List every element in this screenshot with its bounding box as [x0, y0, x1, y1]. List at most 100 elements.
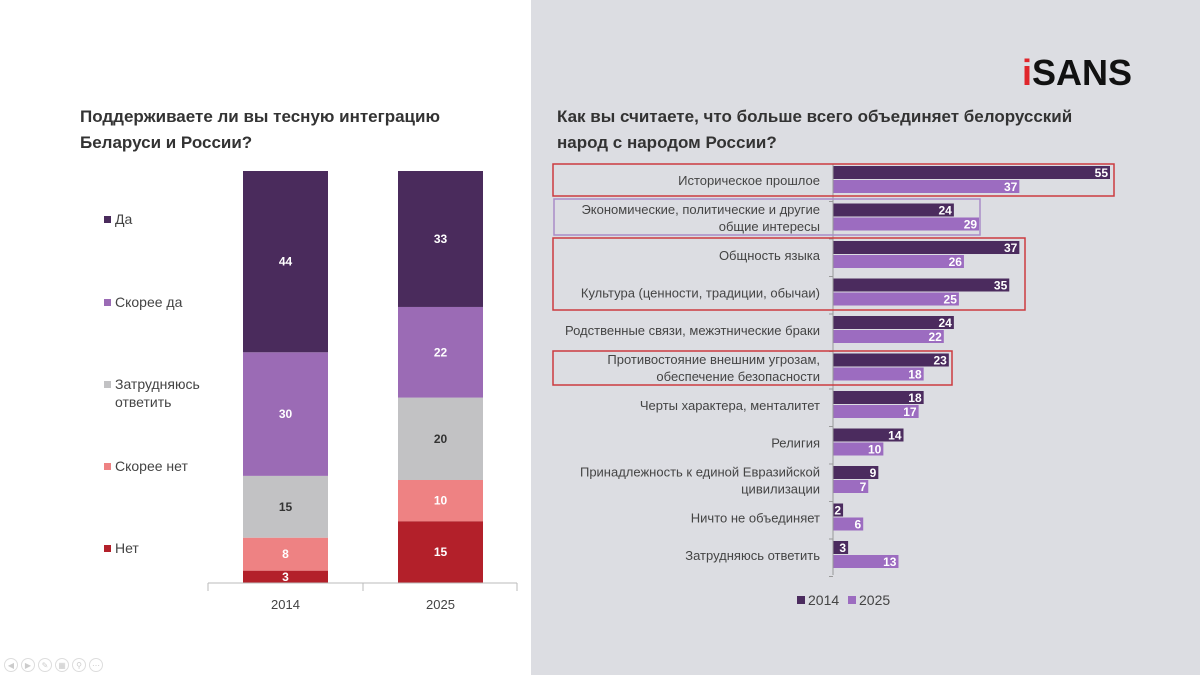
bar-2025 [833, 180, 1020, 193]
bar-value-label: 30 [279, 407, 293, 421]
bar-2025 [833, 480, 869, 493]
bar-value-label: 23 [933, 354, 947, 368]
bar-2014 [833, 166, 1110, 179]
legend-swatch [848, 596, 856, 604]
bar-2014 [833, 316, 954, 329]
stacked-bar-segment [398, 397, 483, 480]
bar-value-label: 20 [434, 432, 448, 446]
stacked-bar-segment [243, 570, 328, 583]
zoom-icon[interactable]: ⚲ [72, 658, 86, 672]
stacked-bar-segment [398, 171, 483, 307]
stacked-bar-segment [398, 521, 483, 583]
legend-label: Да [115, 211, 133, 227]
bar-value-label: 25 [944, 293, 958, 307]
bar-value-label: 33 [434, 232, 448, 246]
x-tick-label: 2025 [426, 597, 455, 612]
legend-label: Скорее нет [115, 458, 188, 474]
previous-icon[interactable]: ◀ [4, 658, 18, 672]
category-label: обеспечение безопасности [656, 369, 820, 384]
category-label: Религия [771, 436, 820, 451]
bar-value-label: 3 [282, 570, 289, 584]
bar-value-label: 24 [939, 204, 953, 218]
category-label: Ничто не объединяет [691, 511, 820, 526]
bar-value-label: 10 [434, 494, 448, 508]
category-label: Родственные связи, межэтнические браки [565, 323, 820, 338]
bar-value-label: 7 [860, 480, 867, 494]
more-icon[interactable]: ⋯ [89, 658, 103, 672]
slides-icon[interactable]: ▦ [55, 658, 69, 672]
next-icon[interactable]: ▶ [21, 658, 35, 672]
legend-swatch [797, 596, 805, 604]
highlight-box [552, 163, 1115, 197]
stacked-bar-segment [243, 171, 328, 353]
bar-value-label: 18 [908, 391, 922, 405]
bar-2014 [833, 391, 924, 404]
bar-value-label: 26 [949, 255, 963, 269]
isans-logo: iSANS [1022, 52, 1133, 93]
bar-value-label: 15 [279, 500, 293, 514]
category-label: Экономические, политические и другие [581, 202, 820, 217]
bar-value-label: 35 [994, 279, 1008, 293]
bar-2014 [833, 353, 949, 367]
bar-2025 [833, 217, 980, 231]
bar-value-label: 6 [855, 518, 862, 532]
bar-2014 [833, 278, 1010, 292]
pen-icon[interactable]: ✎ [38, 658, 52, 672]
bar-2025 [833, 367, 924, 381]
bar-value-label: 37 [1004, 180, 1018, 194]
bar-2025 [833, 292, 959, 306]
category-label: Противостояние внешним угрозам, [607, 352, 820, 367]
bar-2025 [833, 330, 944, 343]
left-chart-title: Поддерживаете ли вы тесную интеграцию Бе… [80, 107, 440, 152]
category-label: Историческое прошлое [678, 173, 820, 188]
legend-swatch [104, 299, 111, 306]
bar-2025 [833, 255, 964, 268]
bar-value-label: 3 [839, 541, 846, 555]
bar-value-label: 22 [928, 330, 942, 344]
slide-navigation: ◀ ▶ ✎ ▦ ⚲ ⋯ [4, 658, 103, 672]
legend-swatch [104, 463, 111, 470]
bar-value-label: 2 [834, 504, 841, 518]
bar-2014 [833, 203, 954, 217]
bar-2025 [833, 555, 899, 568]
bar-value-label: 29 [964, 218, 978, 232]
bar-value-label: 22 [434, 345, 448, 359]
bar-2025 [833, 405, 919, 418]
bar-value-label: 18 [908, 368, 922, 382]
bar-value-label: 14 [888, 429, 902, 443]
bar-value-label: 15 [434, 545, 448, 559]
category-label: Общность языка [719, 248, 821, 263]
bar-2014 [833, 466, 879, 479]
stacked-bar-segment [398, 480, 483, 522]
stacked-bar-segment [398, 306, 483, 398]
category-label: Черты характера, менталитет [640, 398, 820, 413]
bar-value-label: 8 [282, 547, 289, 561]
category-label: Принадлежность к единой Евразийской [580, 465, 820, 480]
legend-label: 2025 [859, 592, 890, 608]
bar-value-label: 44 [279, 255, 293, 269]
stacked-bar-segment [243, 537, 328, 571]
highlight-box [552, 237, 1026, 311]
bar-2014 [833, 428, 904, 442]
bar-2025 [833, 442, 884, 456]
legend-label: Скорее да [115, 294, 183, 310]
bar-value-label: 17 [903, 405, 917, 419]
bar-value-label: 37 [1004, 241, 1018, 255]
highlight-box [553, 198, 981, 236]
category-label: цивилизации [741, 482, 820, 497]
legend-label: Затрудняюсь ответить [115, 376, 200, 410]
legend-swatch [104, 216, 111, 223]
bar-value-label: 13 [883, 555, 897, 569]
legend-swatch [104, 381, 111, 388]
bar-2014 [833, 503, 844, 517]
bar-2014 [833, 241, 1020, 254]
legend-label: 2014 [808, 592, 839, 608]
x-tick-label: 2014 [271, 597, 300, 612]
legend-swatch [104, 545, 111, 552]
highlight-box [552, 350, 953, 386]
bar-2014 [833, 541, 849, 554]
stacked-bar-segment [243, 475, 328, 538]
bar-value-label: 10 [868, 443, 882, 457]
category-label: Культура (ценности, традиции, обычаи) [581, 286, 820, 301]
